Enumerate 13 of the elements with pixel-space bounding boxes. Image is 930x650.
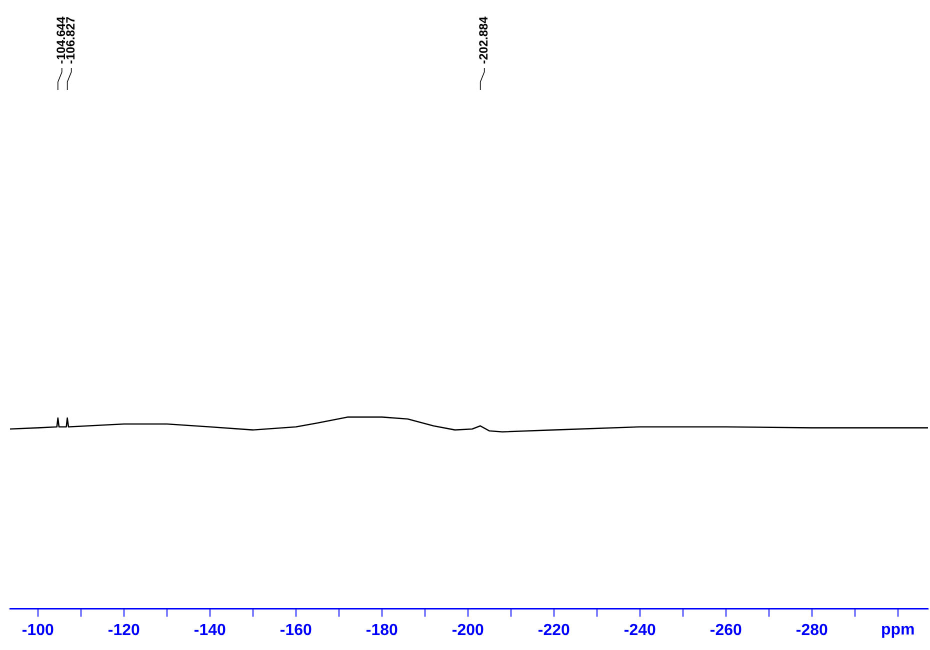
annotation: -106.827	[64, 16, 78, 64]
x-tick-label: -240	[624, 622, 656, 639]
x-tick-label: -280	[796, 622, 828, 639]
x-tick-label: -140	[194, 622, 226, 639]
x-tick-label: -120	[108, 622, 140, 639]
x-tick-label: -160	[280, 622, 312, 639]
x-axis-title: ppm	[881, 621, 915, 638]
x-tick-label: -220	[538, 622, 570, 639]
x-tick-label: -200	[452, 622, 484, 639]
annotation: -202.884	[476, 16, 491, 64]
x-tick-label: -260	[710, 622, 742, 639]
x-tick-label: -180	[366, 622, 398, 639]
x-tick-label: -100	[22, 622, 54, 639]
